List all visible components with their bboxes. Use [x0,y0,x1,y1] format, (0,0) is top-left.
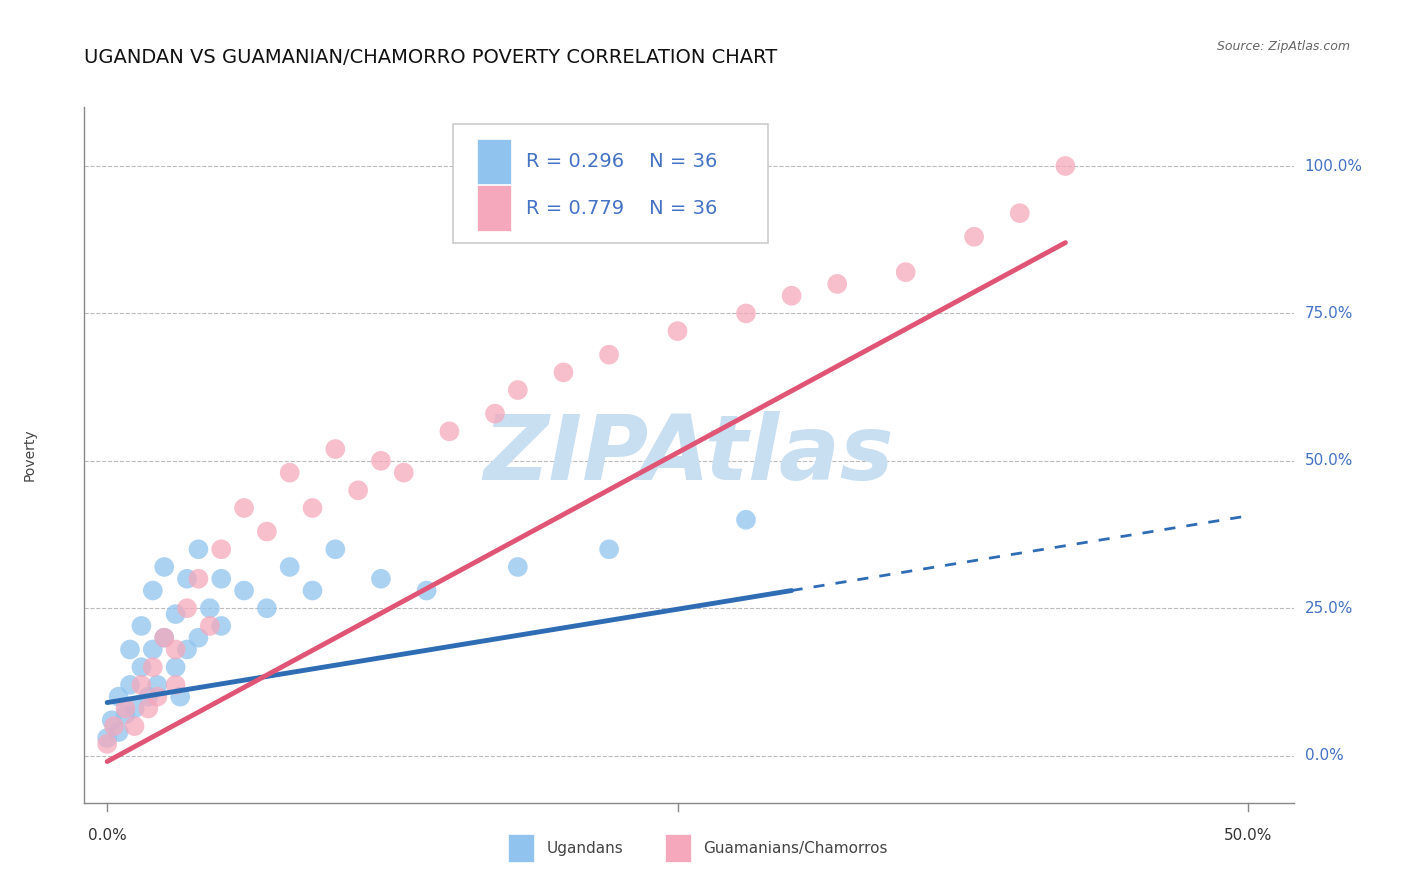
Point [1054,159,1077,173]
Text: 75.0%: 75.0% [1305,306,1353,321]
Point [153,631,176,645]
Text: UGANDAN VS GUAMANIAN/CHAMORRO POVERTY CORRELATION CHART: UGANDAN VS GUAMANIAN/CHAMORRO POVERTY CO… [84,48,778,67]
Text: Guamanians/Chamorros: Guamanians/Chamorros [703,840,889,855]
Point [142,642,165,657]
Point [233,500,256,515]
Point [107,690,129,704]
Point [124,701,146,715]
FancyBboxPatch shape [508,834,534,862]
Point [233,583,256,598]
Point [963,229,986,244]
Point [124,719,146,733]
Point [146,678,169,692]
FancyBboxPatch shape [453,124,768,243]
Point [598,348,620,362]
Point [96,731,118,745]
Point [506,383,529,397]
Text: R = 0.296    N = 36: R = 0.296 N = 36 [526,152,717,170]
Point [894,265,917,279]
Point [136,701,159,715]
Point [735,513,758,527]
Point [136,690,159,704]
Text: Source: ZipAtlas.com: Source: ZipAtlas.com [1216,40,1350,54]
Point [146,690,169,704]
Point [256,601,278,615]
Point [370,454,392,468]
Point [153,631,176,645]
Point [142,583,165,598]
Point [553,365,575,379]
Point [323,542,346,557]
Point [301,500,323,515]
Point [103,719,125,733]
Point [176,572,198,586]
Point [165,642,187,657]
Point [256,524,278,539]
Point [323,442,346,456]
Point [131,619,153,633]
Point [278,560,301,574]
Point [107,725,129,739]
Point [506,560,529,574]
Point [176,642,198,657]
Text: ZIPAtlas: ZIPAtlas [484,411,894,499]
Point [1008,206,1031,220]
Point [415,583,437,598]
Point [131,660,153,674]
Text: Poverty: Poverty [22,429,37,481]
Point [825,277,848,291]
FancyBboxPatch shape [478,186,512,231]
Point [347,483,370,498]
Text: 25.0%: 25.0% [1305,600,1353,615]
Text: R = 0.779    N = 36: R = 0.779 N = 36 [526,199,717,218]
Point [96,737,118,751]
Point [100,713,122,727]
Point [169,690,191,704]
Point [176,601,198,615]
Point [484,407,506,421]
Point [198,601,221,615]
Text: 0.0%: 0.0% [1305,748,1343,764]
Point [118,678,141,692]
Point [131,678,153,692]
Point [370,572,392,586]
Point [780,289,803,303]
Point [301,583,323,598]
Point [598,542,620,557]
Point [187,572,209,586]
Point [114,707,136,722]
Point [392,466,415,480]
Text: 0.0%: 0.0% [87,828,127,843]
Text: 100.0%: 100.0% [1305,159,1362,174]
Point [187,631,209,645]
Point [209,542,232,557]
Point [165,678,187,692]
Point [209,572,232,586]
Point [735,306,758,320]
Point [278,466,301,480]
Text: 50.0%: 50.0% [1305,453,1353,468]
Text: 50.0%: 50.0% [1223,828,1272,843]
FancyBboxPatch shape [665,834,692,862]
Point [439,425,461,439]
Point [165,660,187,674]
Point [666,324,689,338]
Point [153,560,176,574]
Point [165,607,187,621]
Point [187,542,209,557]
Point [142,660,165,674]
FancyBboxPatch shape [478,138,512,184]
Point [114,701,136,715]
Point [198,619,221,633]
Point [209,619,232,633]
Point [118,642,141,657]
Text: Ugandans: Ugandans [547,840,623,855]
